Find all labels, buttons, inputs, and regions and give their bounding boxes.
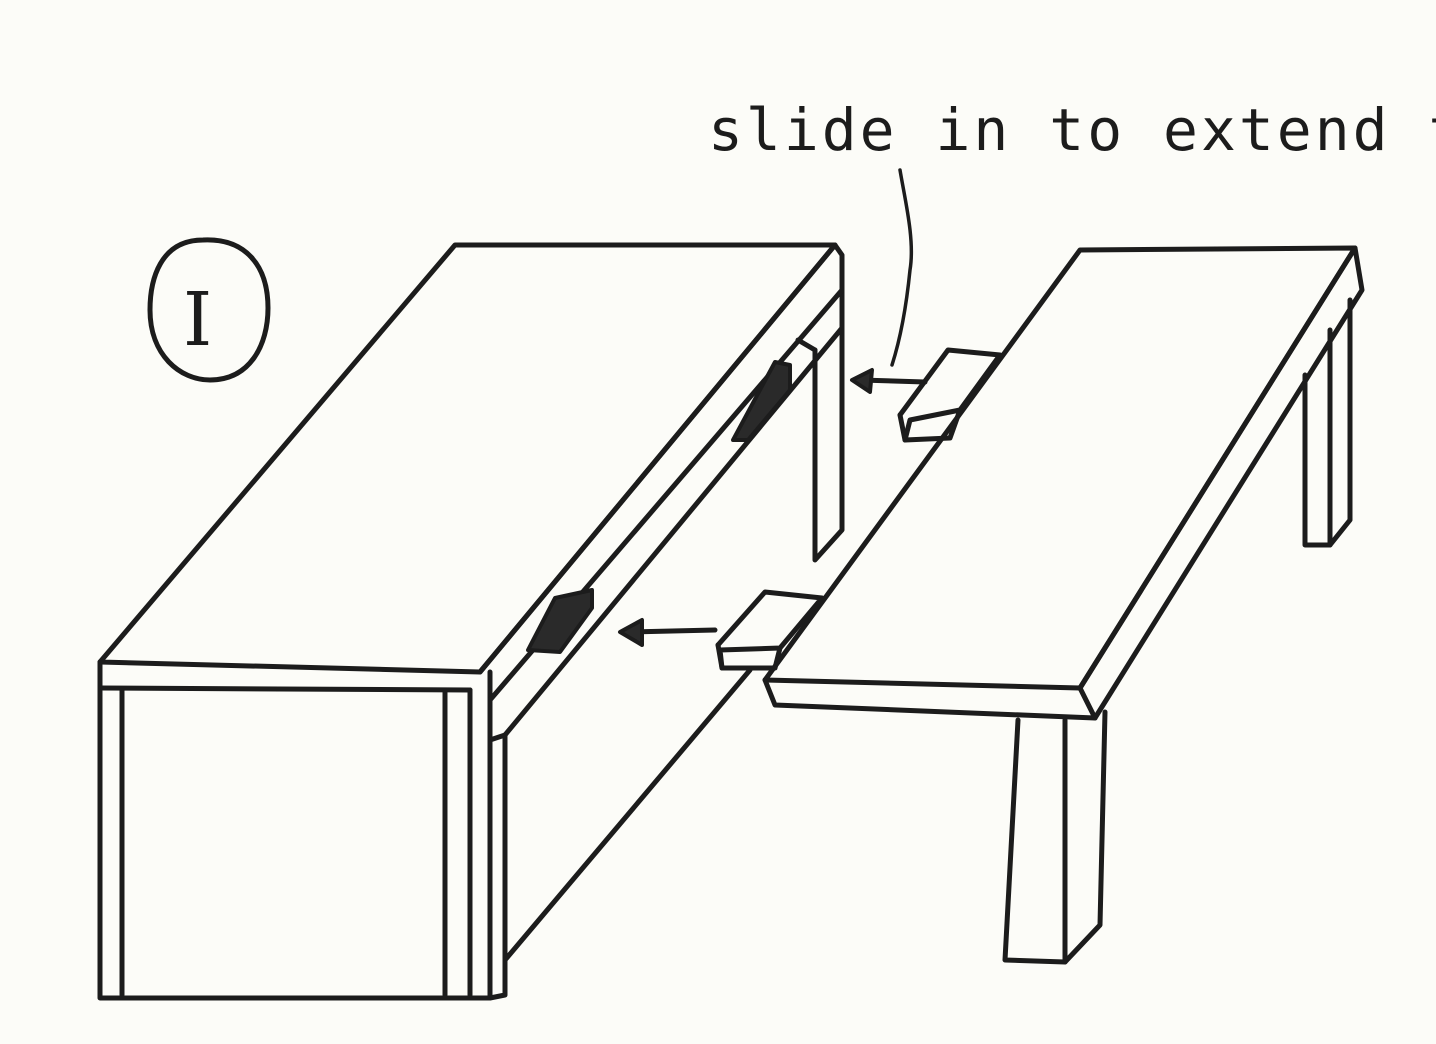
upper-tenon-edge [897, 412, 908, 443]
extension-front-leg [1002, 709, 1108, 965]
step-badge: I [147, 237, 271, 383]
base-table-front [97, 659, 493, 1001]
upper-slide-arrow [850, 368, 928, 394]
extension-table-top [762, 245, 1358, 691]
lower-tenon-edge [715, 642, 725, 671]
base-side-apron-corner [487, 732, 508, 743]
lower-arrow-shaft [627, 627, 718, 635]
caption-label: slide in to extend table [708, 96, 1436, 164]
lower-arrow-head [618, 618, 644, 647]
base-back-leg [812, 325, 845, 563]
base-side-floor-line [502, 667, 753, 963]
upper-arrow-head [850, 368, 874, 394]
extension-front-edge [762, 677, 1098, 721]
lower-slot [526, 588, 594, 654]
extension-table [715, 245, 1365, 965]
caption-pointer-line [890, 168, 914, 367]
extension-side-edge [1077, 245, 1365, 721]
base-side-apron [477, 242, 845, 1001]
lower-tenon [715, 589, 825, 671]
step-circle [147, 237, 271, 383]
step-number: I [183, 277, 212, 363]
upper-slot [731, 360, 792, 442]
lower-slide-arrow [618, 618, 718, 647]
base-back-leg-top [795, 337, 818, 353]
upper-tenon [897, 347, 1003, 443]
base-front-apron [97, 685, 473, 693]
base-table [97, 242, 845, 1001]
